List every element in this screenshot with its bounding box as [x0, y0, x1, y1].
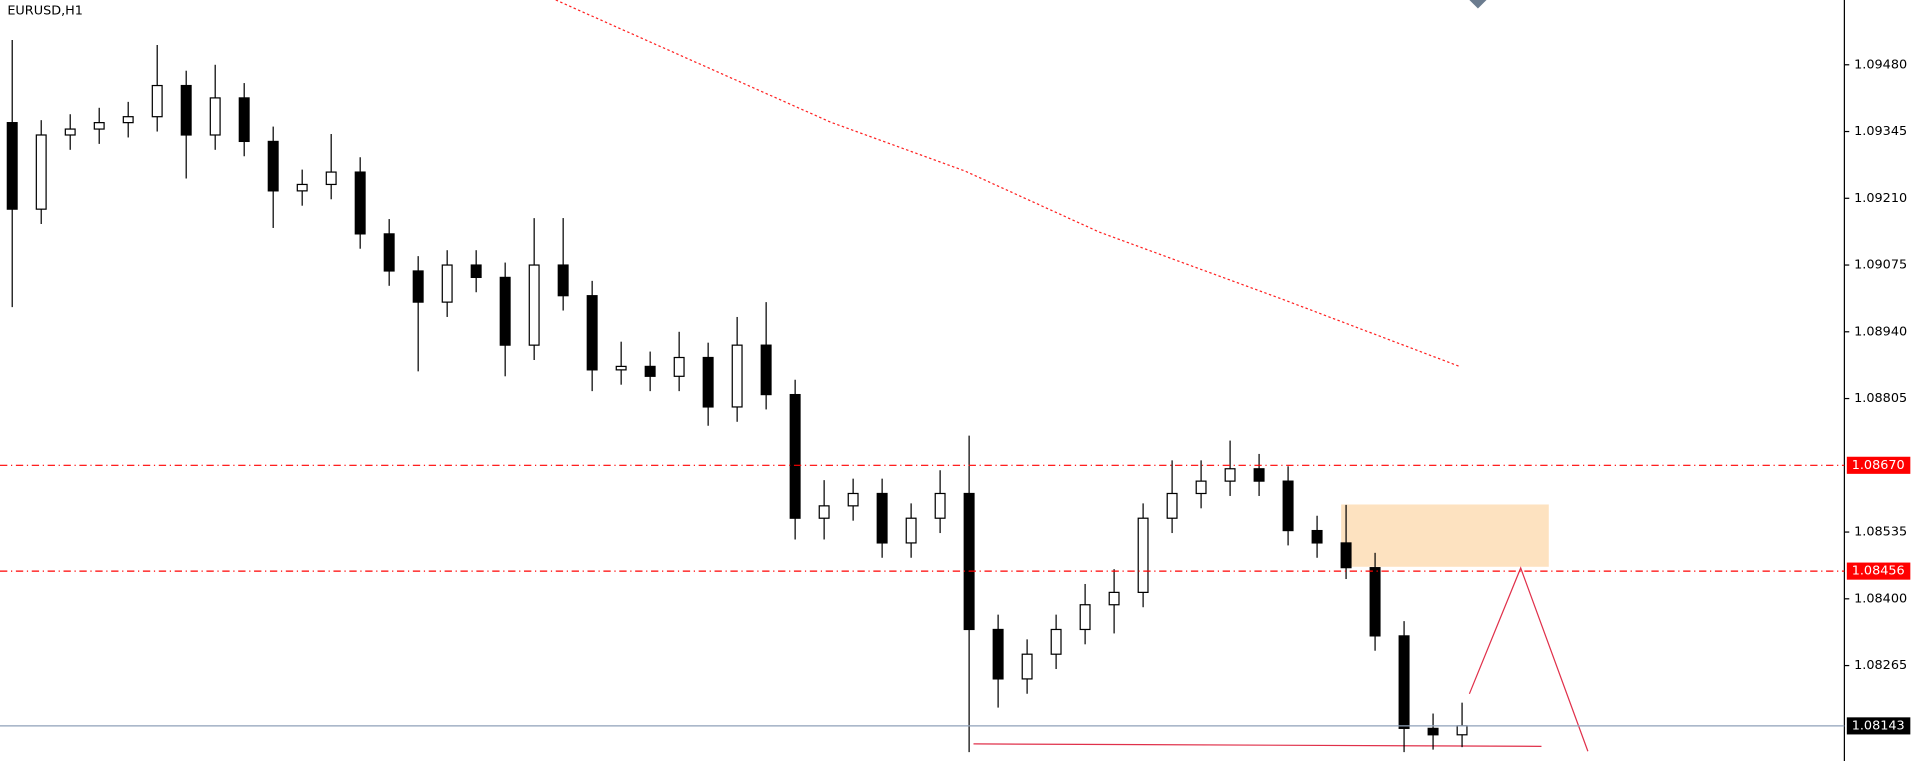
- current-price-box: [1846, 717, 1911, 735]
- candle-body: [847, 492, 859, 507]
- y-tick-label: 1.08535: [1854, 525, 1907, 540]
- candle-body: [1137, 517, 1149, 593]
- candle-body: [934, 492, 946, 519]
- candle-body: [383, 233, 395, 272]
- candle-body: [441, 264, 453, 303]
- candle-body: [731, 344, 743, 408]
- low-line: [973, 743, 1542, 747]
- candle-body: [557, 264, 569, 297]
- candle-body: [1398, 635, 1410, 729]
- candle-body: [789, 393, 801, 519]
- candle-body: [1021, 653, 1033, 680]
- candle-body: [470, 264, 482, 279]
- candle-body: [93, 122, 105, 130]
- candle-body: [1282, 480, 1294, 532]
- candle-body: [64, 128, 76, 136]
- current-price-label: 1.08143: [1852, 718, 1905, 733]
- candle-body: [1253, 468, 1265, 482]
- candle-body: [760, 344, 772, 396]
- candle-body: [1108, 591, 1120, 606]
- candle-body: [499, 276, 511, 346]
- candle-body: [209, 97, 221, 136]
- y-tick-label: 1.09480: [1854, 57, 1907, 72]
- level-label: 1.08670: [1852, 458, 1905, 473]
- candle-body: [1224, 468, 1236, 482]
- candle-body: [905, 517, 917, 544]
- y-tick-label: 1.09210: [1854, 191, 1907, 206]
- candle-body: [1195, 480, 1207, 495]
- candle-body: [296, 183, 308, 192]
- candle-body: [267, 140, 279, 192]
- candle-body: [412, 270, 424, 303]
- candle-body: [702, 356, 714, 408]
- candle-body: [1427, 727, 1439, 736]
- y-tick-label: 1.08265: [1854, 658, 1907, 673]
- candle-body: [122, 116, 134, 124]
- plot: 1.09480 1.09345 1.09210 1.09075 1.08940 1.088…: [0, 40, 1911, 753]
- candle-body: [151, 84, 163, 118]
- candle-body: [963, 492, 975, 631]
- symbol-label: EURUSD,H1: [7, 3, 83, 18]
- candle-body: [818, 505, 830, 519]
- candle-body: [354, 171, 366, 235]
- y-tick-label: 1.08400: [1854, 591, 1907, 606]
- marker: [1469, 0, 1487, 9]
- candle-body: [6, 122, 18, 210]
- candle-body: [180, 84, 192, 136]
- y-tick-label: 1.09345: [1854, 124, 1907, 139]
- candle-body: [992, 628, 1004, 680]
- candle-body: [876, 492, 888, 544]
- y-tick-label: 1.08805: [1854, 391, 1907, 406]
- candle-body: [586, 295, 598, 371]
- candle-body: [644, 365, 656, 377]
- candle-body: [35, 134, 47, 210]
- candle-body: [528, 264, 540, 346]
- candle-body: [1079, 604, 1091, 631]
- candle-body: [1050, 628, 1062, 655]
- candle-body: [325, 171, 337, 186]
- supply-zone: [1341, 504, 1549, 567]
- y-tick-label: 1.08940: [1854, 324, 1907, 339]
- candle-body: [1456, 725, 1468, 736]
- candle-body: [1340, 542, 1352, 569]
- y-tick-label: 1.09075: [1854, 258, 1907, 273]
- candle-body: [673, 356, 685, 377]
- candle-body: [1311, 529, 1323, 544]
- projection-line: [1468, 566, 1589, 752]
- level-label: 1.08456: [1852, 564, 1905, 579]
- level-label-box: [1846, 456, 1911, 474]
- candle-body: [615, 365, 627, 371]
- candle-body: [238, 97, 250, 143]
- candle-body: [1369, 567, 1381, 637]
- trend-line: [555, 0, 1460, 368]
- candle-body: [1166, 492, 1178, 519]
- level-label-box: [1846, 562, 1911, 580]
